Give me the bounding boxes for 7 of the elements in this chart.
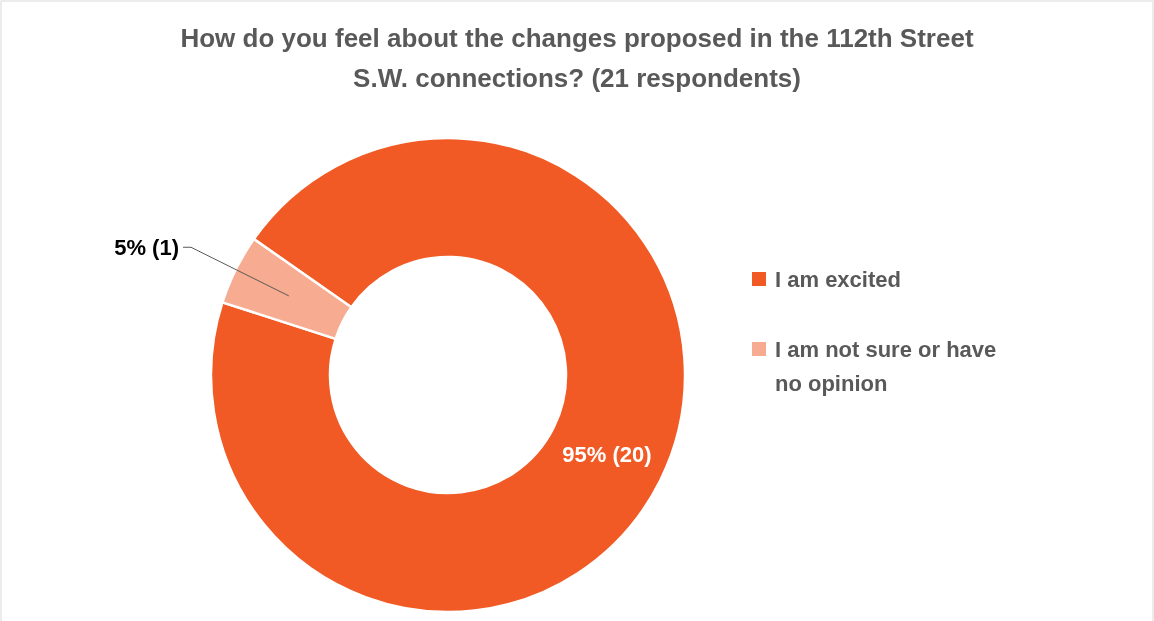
donut-slice (210, 137, 687, 614)
data-label: 5% (1) (114, 234, 179, 260)
legend-label: I am excited (775, 266, 901, 292)
data-label: 95% (20) (562, 441, 652, 467)
legend-label: I am not sure or have no opinion (775, 336, 997, 396)
chart-title: How do you feel about the changes proposed in the 112th Street S.W. connections? (21 respondents) (180, 23, 974, 93)
donut-slice (221, 237, 353, 341)
